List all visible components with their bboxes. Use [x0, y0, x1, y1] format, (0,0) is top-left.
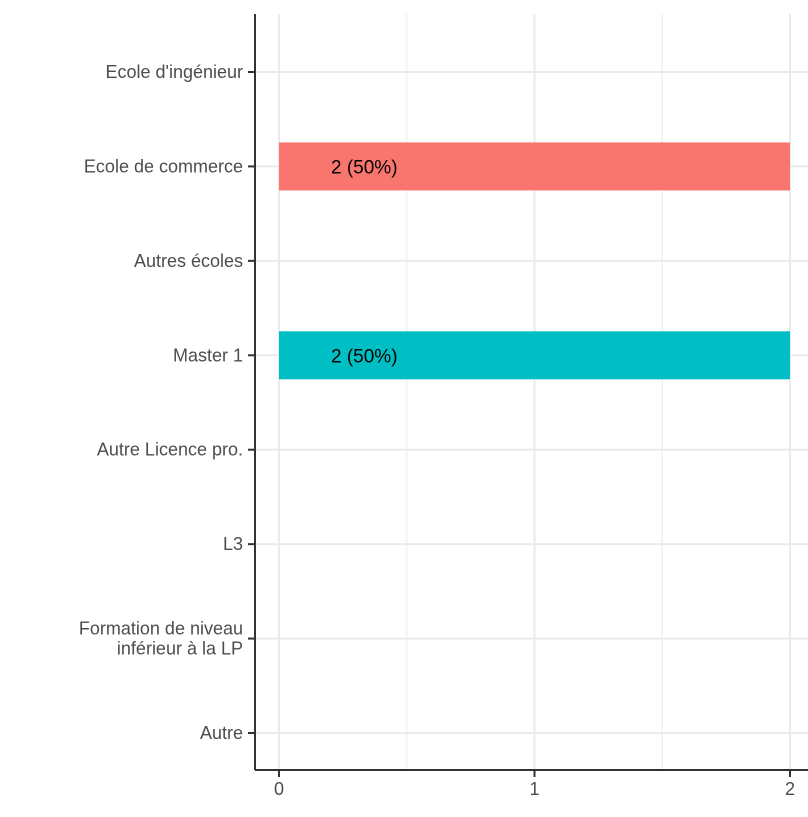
y-tick-label: Ecole d'ingénieur	[105, 62, 243, 82]
y-axis: Ecole d'ingénieur Ecole de commerce Autres…	[79, 14, 256, 770]
bars	[279, 142, 790, 380]
grid-minor-lines	[406, 14, 663, 770]
y-tick-label: Autre	[200, 723, 243, 743]
bar-data-label: 2 (50%)	[331, 346, 398, 367]
bar	[279, 142, 790, 191]
x-axis: 0 1 2	[255, 769, 808, 799]
grid-major-lines	[255, 14, 808, 770]
x-tick-label: 2	[785, 779, 795, 799]
y-tick-label: Master 1	[173, 345, 243, 365]
y-tick-label: Autres écoles	[134, 251, 243, 271]
plot-panel	[255, 14, 808, 770]
x-tick-label: 1	[529, 779, 539, 799]
bar-labels: 2 (50%) 2 (50%)	[331, 157, 398, 367]
y-tick-label: L3	[223, 534, 243, 554]
y-tick-label: Ecole de commerce	[84, 156, 243, 176]
y-tick-label: Autre Licence pro.	[97, 440, 243, 460]
y-tick-label: Formation de niveau inférieur à la LP	[79, 619, 243, 659]
bar-data-label: 2 (50%)	[331, 157, 398, 178]
x-tick-label: 0	[274, 779, 284, 799]
bar	[279, 331, 790, 380]
